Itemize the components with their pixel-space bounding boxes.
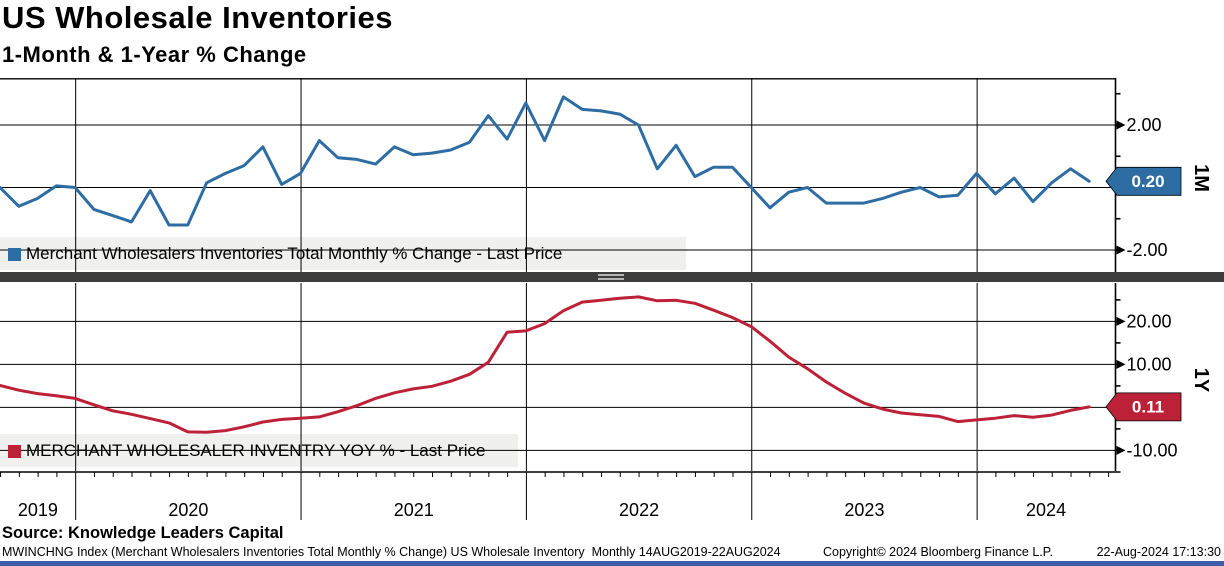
instrument-description: MWINCHNG Index (Merchant Wholesalers Inv… [2,545,781,559]
badge-shape-1y [1105,392,1182,422]
timestamp: 22-Aug-2024 17:13:30 [1096,545,1221,559]
legend-item-1m[interactable]: Merchant Wholesalers Inventories Total M… [8,241,562,267]
series-line-1m[interactable] [0,95,1091,227]
x-axis: 2019 2020 2021 2022 2023 2024 [0,471,1121,520]
legend-swatch-1y-icon [8,444,21,458]
axis-label-1y: 1Y [1190,368,1212,393]
disclaimer-bar: MWINCHNG Index (Merchant Wholesalers Inv… [0,545,1224,561]
legend-box-1m[interactable] [0,237,686,270]
y-axis-1y: 20.00 10.00 -10.00 [1114,283,1178,471]
badge-value-1m: 0.20 [1131,172,1164,191]
legend-swatch-1m-icon [8,247,21,261]
y-tick-label: 2.00 [1127,115,1162,135]
badge-value-1y: 0.11 [1132,397,1164,416]
bottom-bar [0,561,1224,566]
legend-label-1y: MERCHANT WHOLESALER INVENTRY YOY % - Las… [26,441,486,460]
monthly-change-chart[interactable]: 2.00 -2.00 0.20 1M [0,78,1224,272]
x-axis-year-label: 2020 [168,500,208,520]
x-axis-year-label: 2023 [844,500,884,520]
separator-grip-icon[interactable] [598,274,624,280]
copyright-text: Copyright© 2024 Bloomberg Finance L.P. [823,545,1053,559]
last-price-badge-1m[interactable]: 0.20 [1105,166,1182,196]
last-price-badge-1y[interactable]: 0.11 [1105,392,1182,422]
x-axis-year-label: 2019 [18,500,58,520]
x-axis-year-label: 2022 [619,500,659,520]
page-subtitle: 1-Month & 1-Year % Change [2,42,307,67]
legend-label-1m: Merchant Wholesalers Inventories Total M… [26,244,563,263]
y-tick-label: -2.00 [1127,240,1168,260]
yoy-change-chart[interactable]: 20.00 10.00 -10.00 0.11 1Y [0,283,1224,471]
badge-shape-1m [1105,166,1182,196]
panel-separator [0,272,1224,282]
axis-label-1m: 1M [1190,164,1212,192]
y-tick-label: -10.00 [1127,440,1178,460]
y-tick-label: 10.00 [1127,354,1172,374]
gridlines-1y [0,283,1115,471]
legend-item-1y[interactable]: MERCHANT WHOLESALER INVENTRY YOY % - Las… [8,438,485,464]
gridlines-1m [0,78,1115,272]
series-line-1y[interactable] [0,295,1091,434]
y-tick-label: 20.00 [1127,311,1172,331]
source-line: Source: Knowledge Leaders Capital [2,524,284,542]
page-title: US Wholesale Inventories [2,0,393,35]
x-axis-year-label: 2024 [1026,500,1066,520]
x-axis-year-label: 2021 [394,500,434,520]
